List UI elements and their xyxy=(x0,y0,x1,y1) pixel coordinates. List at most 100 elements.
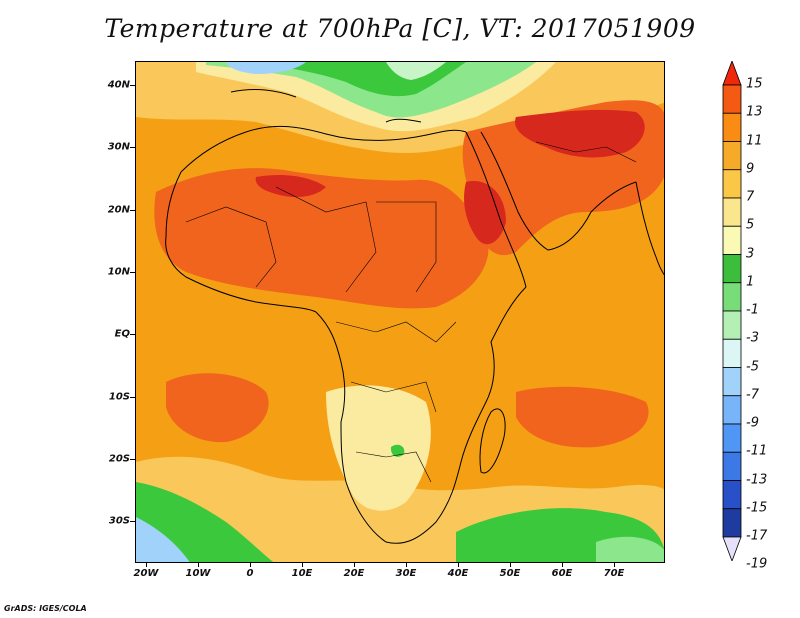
border-southern-africa-south xyxy=(355,451,432,483)
colorbar-level-label: 5 xyxy=(746,217,755,233)
madagascar-coast xyxy=(479,408,506,474)
colorbar-level-label: 1 xyxy=(746,274,755,290)
colorbar-top-arrow xyxy=(722,61,742,86)
lon-label-20w: 20W xyxy=(133,568,159,579)
europe-cold-zone xyxy=(226,62,306,74)
lat-label-10s: 10S xyxy=(108,391,130,403)
zambia-green-patch xyxy=(390,444,405,457)
lon-tick xyxy=(302,563,303,567)
colorbar-swatches xyxy=(722,61,742,561)
lon-tick xyxy=(406,563,407,567)
lat-tick xyxy=(130,397,135,398)
lat-label-eq: EQ xyxy=(114,328,130,340)
lat-tick xyxy=(130,334,135,335)
colorbar-swatch xyxy=(722,367,742,397)
border-central-africa xyxy=(335,321,457,343)
colorbar-swatch xyxy=(722,254,742,284)
sahara-hot-zone xyxy=(154,168,489,309)
colorbar-level-label: -7 xyxy=(746,387,759,403)
lon-tick xyxy=(146,563,147,567)
west-africa-coast xyxy=(165,171,317,313)
sahara-hottest-core xyxy=(255,175,326,198)
colorbar-level-label: -11 xyxy=(746,443,768,459)
border-middle-east xyxy=(535,141,637,163)
indian-ocean-hot-patch xyxy=(516,386,649,448)
border-west-africa xyxy=(185,206,277,288)
aegean-coast xyxy=(385,118,422,123)
border-southern-africa-north xyxy=(350,381,437,413)
iran-hottest-core xyxy=(515,109,645,158)
colorbar-swatch xyxy=(722,112,742,142)
colorbar-level-label: -5 xyxy=(746,359,759,374)
colorbar-swatch xyxy=(722,282,742,312)
lon-tick xyxy=(510,563,511,567)
red-sea-west-coast xyxy=(465,131,527,288)
grads-credit: GrADS: IGES/COLA xyxy=(4,604,87,613)
colorbar-level-label: 13 xyxy=(746,104,763,120)
south-east-africa-coast xyxy=(315,286,527,544)
colorbar-swatch xyxy=(722,169,742,199)
colorbar-level-label: 3 xyxy=(746,246,755,261)
border-egypt-sudan xyxy=(376,201,437,293)
colorbar-swatch xyxy=(722,197,742,227)
lon-tick xyxy=(198,563,199,567)
lon-label-10w: 10W xyxy=(185,568,211,579)
iberia-coast xyxy=(230,89,297,98)
temperature-map xyxy=(135,61,665,563)
colorbar-swatch xyxy=(722,310,742,340)
lon-label-20e: 20E xyxy=(343,568,365,579)
north-africa-coast xyxy=(180,125,467,173)
lat-tick xyxy=(130,272,135,273)
lat-tick xyxy=(130,459,135,460)
lon-label-60e: 60E xyxy=(551,568,573,579)
lat-tick xyxy=(130,85,135,86)
border-central-sahara xyxy=(275,186,377,293)
country-borders xyxy=(185,141,637,483)
map-canvas xyxy=(136,62,664,562)
south-indian-light-green-zone xyxy=(596,536,664,562)
colorbar-level-label: -19 xyxy=(746,556,768,572)
arabia-hottest-core xyxy=(464,181,506,245)
colorbar-swatch xyxy=(722,225,742,255)
colorbar-swatch xyxy=(722,451,742,481)
lon-label-70e: 70E xyxy=(603,568,625,579)
colorbar-swatch xyxy=(722,338,742,368)
lon-label-10e: 10E xyxy=(291,568,313,579)
lat-label-10n: 10N xyxy=(107,266,130,278)
colorbar-swatch xyxy=(722,508,742,538)
arabia-coast xyxy=(480,131,637,251)
colorbar-level-label: -1 xyxy=(746,302,759,318)
colorbar-level-label: 7 xyxy=(746,189,755,205)
lat-tick xyxy=(130,210,135,211)
colorbar-level-label: -3 xyxy=(746,330,759,346)
india-coast xyxy=(635,181,664,276)
colorbar-level-label: 11 xyxy=(746,133,763,148)
colorbar xyxy=(722,61,742,561)
colorbar-level-label: -13 xyxy=(746,472,768,487)
south-atlantic-cold-zone xyxy=(136,517,190,562)
colorbar-level-label: 15 xyxy=(746,76,763,92)
lat-label-20s: 20S xyxy=(108,453,130,465)
colorbar-swatch xyxy=(722,84,742,114)
aegean-pale-zone xyxy=(386,62,446,80)
lon-tick xyxy=(250,563,251,567)
lon-label-0: 0 xyxy=(246,568,254,579)
colorbar-swatch xyxy=(722,395,742,425)
lon-tick xyxy=(354,563,355,567)
coastlines xyxy=(165,89,664,544)
colorbar-swatch xyxy=(722,141,742,171)
atlantic-hot-patch xyxy=(166,373,269,443)
colorbar-level-label: -15 xyxy=(746,500,768,516)
lat-label-20n: 20N xyxy=(107,204,130,216)
lat-tick xyxy=(130,147,135,148)
lat-label-30s: 30S xyxy=(108,515,130,527)
lat-label-40n: 40N xyxy=(107,79,130,91)
lon-label-50e: 50E xyxy=(499,568,521,579)
colorbar-swatch xyxy=(722,423,742,453)
lon-tick xyxy=(614,563,615,567)
colorbar-level-label: -9 xyxy=(746,415,759,431)
lon-label-30e: 30E xyxy=(395,568,417,579)
southern-africa-cool-plateau xyxy=(326,385,431,511)
lat-tick xyxy=(130,521,135,522)
chart-title: Temperature at 700hPa [C], VT: 201705190… xyxy=(104,14,696,43)
